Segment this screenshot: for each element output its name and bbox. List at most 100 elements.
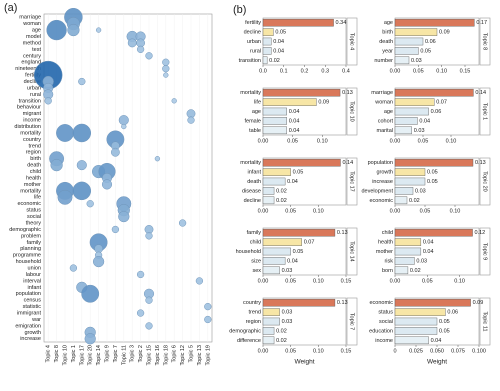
row-label: model: [26, 34, 41, 40]
topic-box: [479, 157, 491, 206]
bar: [262, 196, 275, 205]
topic-label: Topic 20: [482, 171, 488, 192]
bubble: [154, 156, 161, 162]
term-label: age: [384, 109, 393, 115]
row-label: england: [21, 60, 41, 66]
value-label: 0.05: [275, 30, 286, 36]
topic-label: Topic 10: [349, 101, 355, 122]
x-tick-label: 0.05: [285, 208, 296, 214]
bar: [262, 168, 291, 176]
bar: [262, 37, 272, 46]
bar: [262, 266, 280, 275]
x-tick-label: 0.05: [287, 138, 298, 144]
bubble: [145, 296, 153, 304]
value-label: 0.04: [289, 118, 300, 124]
term-label: life: [254, 100, 261, 106]
row-label: programme: [13, 253, 41, 259]
x-tick-label: 0.00: [390, 68, 401, 74]
value-label: 0.09: [318, 100, 329, 106]
x-tick-label: 0.10: [446, 138, 457, 144]
topic-box: [479, 297, 491, 346]
topic-label: Topic 1: [482, 103, 488, 120]
topic-label: Topic 11: [482, 311, 488, 331]
x-tick-label: 0.05: [420, 208, 431, 214]
value-label: 0.03: [416, 258, 427, 264]
row-label: problem: [21, 233, 41, 239]
term-label: marital: [376, 128, 393, 134]
row-label: status: [26, 208, 41, 214]
bubble: [44, 97, 52, 105]
x-tick-label: 0.15: [460, 68, 471, 74]
bar: [394, 308, 446, 316]
topic-label: Topic 14: [349, 241, 355, 262]
x-axis-title: Weight: [427, 359, 447, 366]
term-label: cohort: [378, 118, 394, 124]
bar: [262, 228, 336, 237]
x-tick-label: 0.1: [280, 68, 288, 74]
term-label: mother: [376, 249, 393, 255]
bubble: [145, 322, 153, 330]
value-label: 0.34: [336, 20, 347, 26]
term-label: female: [244, 118, 261, 124]
x-tick-label: 0.050: [430, 348, 444, 354]
bubble: [101, 179, 113, 190]
term-label: child: [382, 230, 393, 236]
bubble: [162, 65, 170, 73]
bar: [262, 177, 286, 186]
row-label: fertility: [25, 73, 41, 79]
column-label: Topic 2: [138, 345, 144, 362]
bubble: [204, 315, 212, 324]
x-tick-label: 0.00: [258, 278, 269, 284]
term-label: age: [252, 109, 261, 115]
bar: [394, 187, 414, 195]
term-label: status: [378, 310, 393, 316]
row-label: emigration: [15, 323, 41, 329]
bar: [394, 28, 438, 36]
value-label: 0.04: [287, 179, 298, 185]
row-label: birth: [30, 156, 41, 162]
term-label: economic: [369, 300, 393, 306]
topic-box: [346, 17, 358, 66]
bar: [262, 308, 280, 316]
x-tick-label: 0.05: [422, 278, 433, 284]
row-label: household: [16, 259, 41, 265]
term-label: trend: [248, 310, 261, 316]
bar: [394, 238, 422, 246]
term-label: child: [250, 240, 261, 246]
term-label: number: [374, 58, 393, 64]
row-label: social: [27, 214, 41, 220]
value-label: 0.02: [276, 188, 287, 194]
column-label: Topic 7: [113, 345, 119, 362]
x-tick-label: 0.05: [418, 138, 429, 144]
value-label: 0.07: [436, 100, 447, 106]
x-tick-label: 0.075: [451, 348, 465, 354]
bar: [394, 56, 410, 65]
row-label: census: [24, 298, 42, 304]
topic-label: Topic 7: [349, 313, 355, 330]
bar: [394, 247, 422, 256]
column-label: Topic 8: [54, 345, 60, 362]
term-label: disease: [242, 188, 261, 194]
value-label: 0.14: [475, 90, 486, 96]
column-label: Topic 4: [46, 345, 52, 362]
bar: [262, 247, 291, 256]
row-label: statistic: [23, 304, 42, 310]
row-label: transition: [19, 98, 41, 104]
term-label: education: [369, 328, 393, 334]
panel-label: (a): [4, 2, 17, 14]
topic-box: [346, 297, 358, 346]
value-label: 0.03: [282, 319, 293, 325]
row-label: behaviour: [17, 105, 41, 111]
bubble: [163, 72, 169, 78]
bar: [262, 257, 286, 265]
bubble: [69, 264, 78, 272]
x-tick-label: 0.0: [259, 68, 267, 74]
bar: [394, 177, 426, 186]
row-label: planning: [20, 246, 41, 252]
column-label: Topic 6: [172, 345, 178, 362]
term-label: income: [375, 338, 393, 344]
term-label: decline: [244, 30, 261, 36]
bar: [394, 107, 429, 116]
x-tick-label: 0.05: [413, 68, 424, 74]
